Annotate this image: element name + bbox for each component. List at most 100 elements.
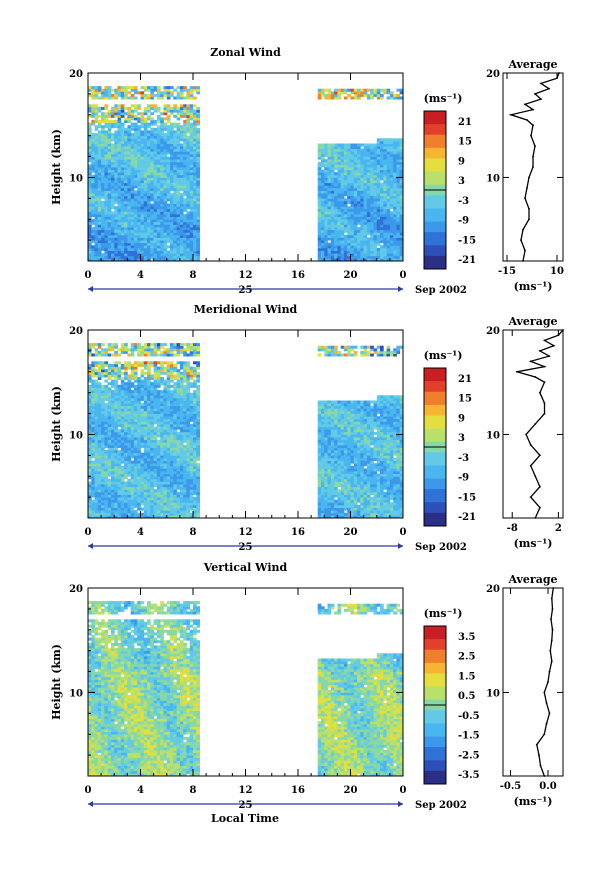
heatmap-cell <box>137 229 141 233</box>
heatmap-cell <box>370 229 374 233</box>
heatmap-cell <box>399 143 404 147</box>
heatmap-cell <box>124 214 128 218</box>
heatmap-cell <box>124 161 128 165</box>
heatmap-cell <box>186 91 191 95</box>
heatmap-cell <box>104 187 109 191</box>
heatmap-cell <box>127 515 132 519</box>
heatmap-cell <box>117 193 122 197</box>
heatmap-cell <box>120 247 125 251</box>
heatmap-cell <box>380 224 384 228</box>
heatmap-cell <box>120 371 125 375</box>
heatmap-cell <box>147 491 151 495</box>
heatmap-cell <box>130 468 135 472</box>
heatmap-cell <box>97 426 102 430</box>
heatmap-cell <box>386 88 391 92</box>
heatmap-cell <box>120 431 125 435</box>
heatmap-cell <box>156 371 161 375</box>
heatmap-cell <box>370 172 374 176</box>
heatmap-cell <box>97 167 102 171</box>
heatmap-cell <box>120 138 125 142</box>
heatmap-cell <box>91 219 95 223</box>
heatmap-cell <box>111 135 115 139</box>
heatmap-cell <box>97 151 102 155</box>
heatmap-cell <box>173 211 177 215</box>
heatmap-cell <box>94 431 99 435</box>
heatmap-cell <box>156 245 161 249</box>
heatmap-cell <box>380 232 384 236</box>
heatmap-cell <box>114 350 118 354</box>
heatmap-cell <box>150 431 154 435</box>
heatmap-cell <box>133 106 138 110</box>
heatmap-cell <box>120 253 125 257</box>
heatmap-cell <box>321 187 325 191</box>
heatmap-cell <box>189 234 194 238</box>
heatmap-cell <box>189 96 194 100</box>
heatmap-cell <box>340 164 345 168</box>
heatmap-cell <box>324 203 328 207</box>
heatmap-cell <box>327 198 332 202</box>
heatmap-cell <box>94 221 99 225</box>
heatmap-cell <box>111 455 115 459</box>
heatmap-cell <box>334 219 338 223</box>
heatmap-cell <box>127 214 132 218</box>
heatmap-cell <box>107 242 112 246</box>
colorbar-cell <box>424 224 446 228</box>
heatmap-cell <box>97 478 102 482</box>
heatmap-cell <box>88 114 92 118</box>
heatmap-cell <box>94 455 99 459</box>
heatmap-cell <box>170 258 174 262</box>
heatmap-cell <box>393 159 397 163</box>
heatmap-cell <box>147 397 151 401</box>
heatmap-cell <box>137 486 141 490</box>
heatmap-cell <box>88 468 92 472</box>
heatmap-cell <box>183 216 187 220</box>
heatmap-cell <box>350 151 355 155</box>
heatmap-cell <box>114 247 118 251</box>
heatmap-cell <box>117 481 122 485</box>
heatmap-cell <box>104 379 109 383</box>
heatmap-cell <box>101 426 105 430</box>
heatmap-cell <box>324 198 328 202</box>
heatmap-cell <box>140 138 145 142</box>
heatmap-cell <box>353 227 358 231</box>
heatmap-cell <box>104 439 109 443</box>
heatmap-cell <box>156 489 161 493</box>
heatmap-cell <box>183 253 187 257</box>
heatmap-cell <box>117 182 122 186</box>
heatmap-cell <box>166 410 171 414</box>
heatmap-cell <box>334 198 338 202</box>
heatmap-cell <box>176 138 181 142</box>
heatmap-cell <box>163 507 168 511</box>
heatmap-cell <box>94 258 99 262</box>
heatmap-cell <box>133 229 138 233</box>
heatmap-cell <box>101 159 105 163</box>
heatmap-cell <box>189 174 194 178</box>
heatmap-cell <box>120 348 125 352</box>
heatmap-cell <box>173 104 177 108</box>
heatmap-cell <box>120 405 125 409</box>
heatmap-cell <box>101 384 105 388</box>
heatmap-cell <box>94 214 99 218</box>
heatmap-cell <box>321 159 325 163</box>
heatmap-cell <box>101 127 105 131</box>
heatmap-cell <box>127 211 132 215</box>
heatmap-cell <box>137 418 141 422</box>
heatmap-cell <box>156 172 161 176</box>
heatmap-cell <box>133 484 138 488</box>
heatmap-cell <box>363 182 368 186</box>
heatmap-cell <box>94 434 99 438</box>
heatmap-cell <box>170 200 174 204</box>
heatmap-cell <box>186 258 191 262</box>
heatmap-cell <box>153 127 158 131</box>
heatmap-cell <box>117 455 122 459</box>
heatmap-cell <box>150 408 154 412</box>
heatmap-cell <box>160 410 164 414</box>
heatmap-cell <box>124 190 128 194</box>
heatmap-cell <box>104 353 109 357</box>
heatmap-cell <box>156 120 161 124</box>
heatmap-cell <box>183 143 187 147</box>
heatmap-cell <box>373 164 378 168</box>
heatmap-cell <box>114 494 118 498</box>
heatmap-cell <box>104 424 109 428</box>
heatmap-cell <box>324 237 328 241</box>
